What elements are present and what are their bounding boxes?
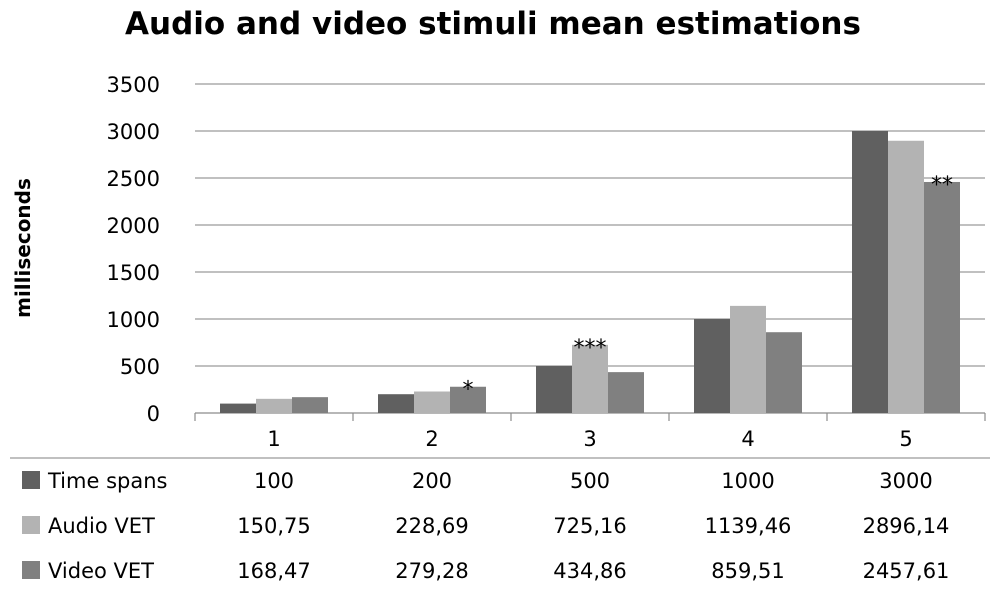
- table-cell: 150,75: [237, 514, 310, 538]
- x-tick-label: 5: [899, 427, 912, 451]
- y-axis-ticks: 0 500 1000 1500 2000 2500 3000 3500: [107, 73, 160, 426]
- legend-key-time-spans: [22, 471, 40, 489]
- chart-title: Audio and video stimuli mean estimations: [125, 6, 861, 42]
- table-cell: 2896,14: [863, 514, 950, 538]
- x-tick-label: 2: [425, 427, 438, 451]
- bar-time-spans-1: [220, 403, 256, 413]
- data-table: Time spans 100 200 500 1000 3000 Audio VET 150,…: [10, 457, 990, 583]
- y-tick-label: 0: [147, 402, 160, 426]
- bar-audio-vet-3: [572, 344, 608, 413]
- table-cell: 228,69: [395, 514, 468, 538]
- y-tick-label: 500: [120, 355, 160, 379]
- x-tick-label: 3: [583, 427, 596, 451]
- gridlines: [194, 83, 986, 421]
- table-cell: 279,28: [395, 559, 468, 583]
- table-cell: 1139,46: [705, 514, 792, 538]
- significance-marker: *: [463, 378, 474, 403]
- table-cell: 859,51: [711, 559, 784, 583]
- bars: [220, 131, 960, 414]
- significance-marker: **: [931, 173, 953, 198]
- y-tick-label: 3500: [107, 73, 160, 97]
- table-cell: 2457,61: [863, 559, 950, 583]
- table-cell: 725,16: [553, 514, 626, 538]
- x-axis-categories: 1 2 3 4 5: [267, 427, 912, 451]
- significance-annotations: ******: [463, 173, 954, 403]
- x-tick-label: 4: [741, 427, 754, 451]
- table-cell: 168,47: [237, 559, 310, 583]
- legend-key-audio-vet: [22, 516, 40, 534]
- bar-video-vet-1: [292, 397, 328, 413]
- bar-time-spans-3: [536, 366, 572, 413]
- y-axis-label: milliseconds: [11, 178, 35, 318]
- significance-marker: ***: [574, 336, 607, 361]
- y-tick-label: 2500: [107, 167, 160, 191]
- y-tick-label: 1500: [107, 261, 160, 285]
- table-cell: 3000: [879, 469, 932, 493]
- y-tick-label: 2000: [107, 214, 160, 238]
- table-cell: 1000: [721, 469, 774, 493]
- y-tick-label: 1000: [107, 308, 160, 332]
- bar-video-vet-2: [450, 386, 486, 413]
- bar-video-vet-5: [924, 181, 960, 413]
- bar-audio-vet-5: [888, 140, 924, 414]
- bar-video-vet-3: [608, 372, 644, 413]
- table-cell: 200: [412, 469, 452, 493]
- table-row-header: Audio VET: [48, 514, 155, 538]
- x-tick-label: 1: [267, 427, 280, 451]
- table-row-header: Time spans: [47, 469, 167, 493]
- bar-time-spans-2: [378, 394, 414, 413]
- bar-audio-vet-1: [256, 398, 292, 413]
- bar-time-spans-5: [852, 131, 888, 413]
- y-tick-label: 3000: [107, 120, 160, 144]
- table-row-header: Video VET: [48, 559, 154, 583]
- table-cell: 500: [570, 469, 610, 493]
- bar-video-vet-4: [766, 332, 802, 413]
- table-cell: 434,86: [553, 559, 626, 583]
- bar-audio-vet-4: [730, 305, 766, 413]
- bar-audio-vet-2: [414, 391, 450, 413]
- table-cell: 100: [254, 469, 294, 493]
- bar-time-spans-4: [694, 319, 730, 413]
- legend-key-video-vet: [22, 561, 40, 579]
